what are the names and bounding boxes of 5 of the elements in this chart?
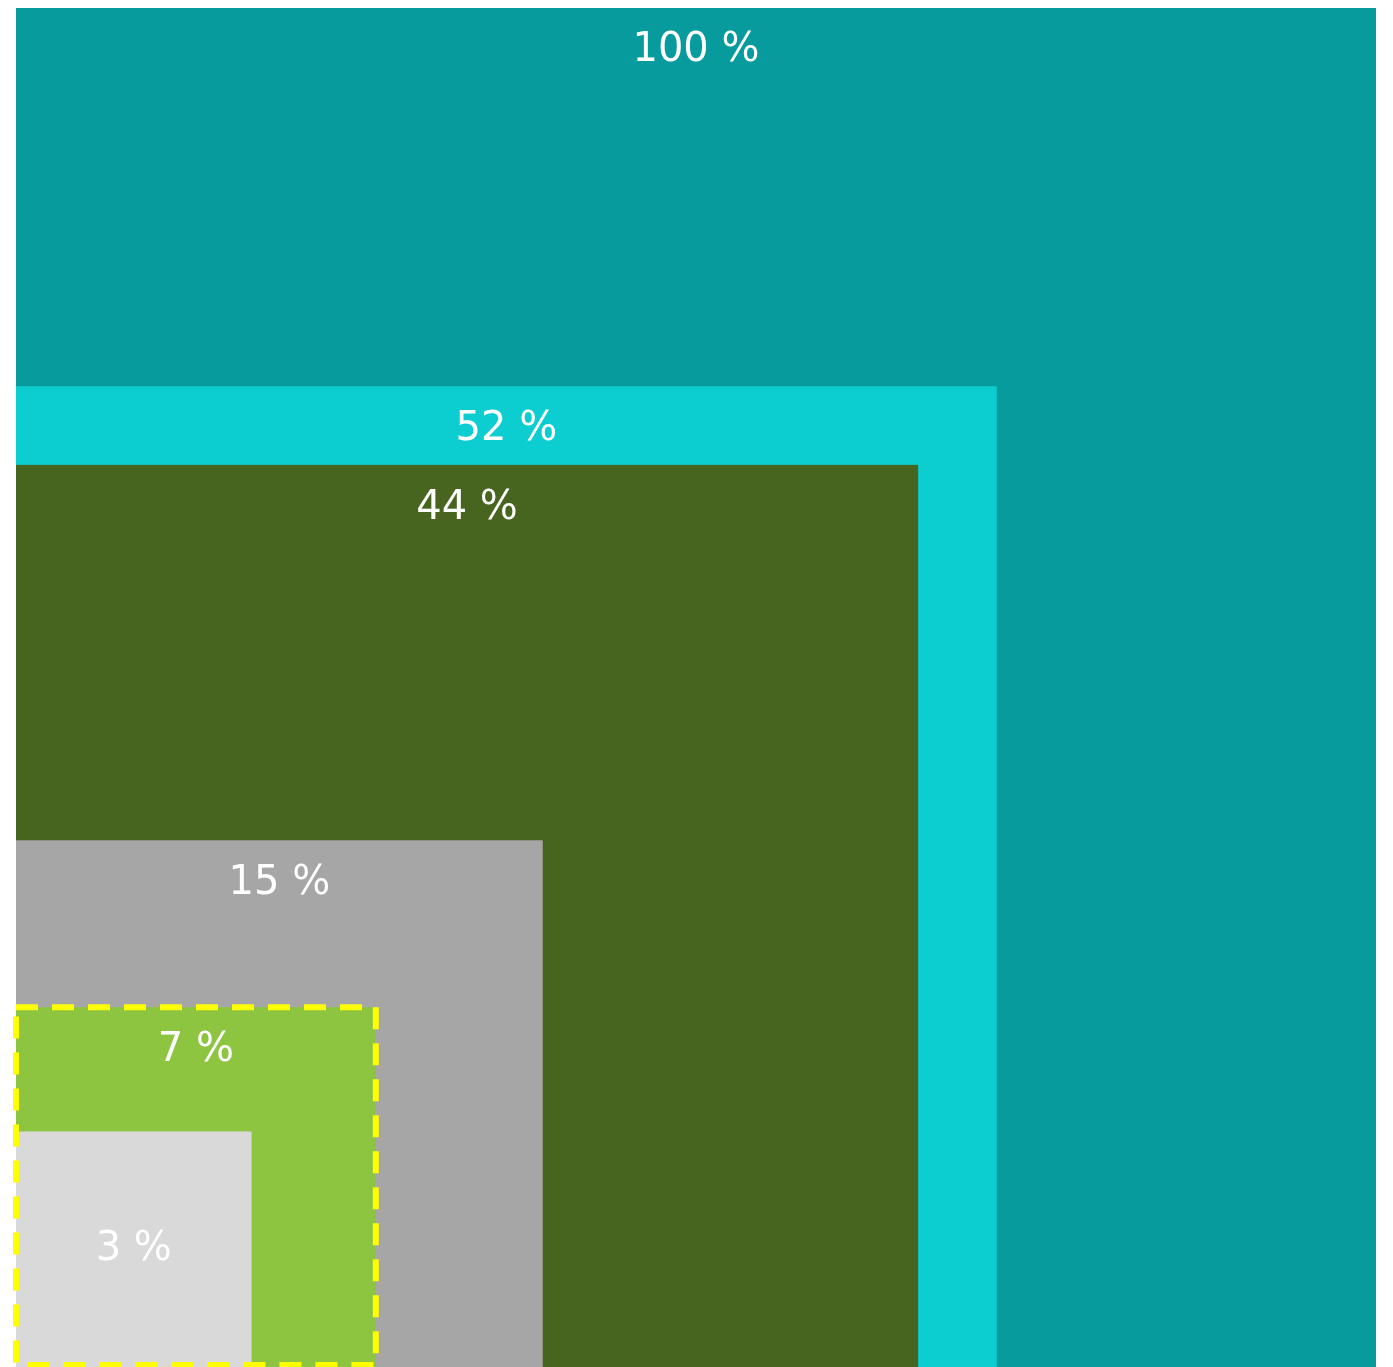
data-label: 100 % xyxy=(632,24,760,70)
data-label: 44 % xyxy=(416,481,518,528)
data-label: 7 % xyxy=(157,1024,234,1071)
data-label: 15 % xyxy=(228,857,331,904)
data-label: 52 % xyxy=(455,403,558,450)
